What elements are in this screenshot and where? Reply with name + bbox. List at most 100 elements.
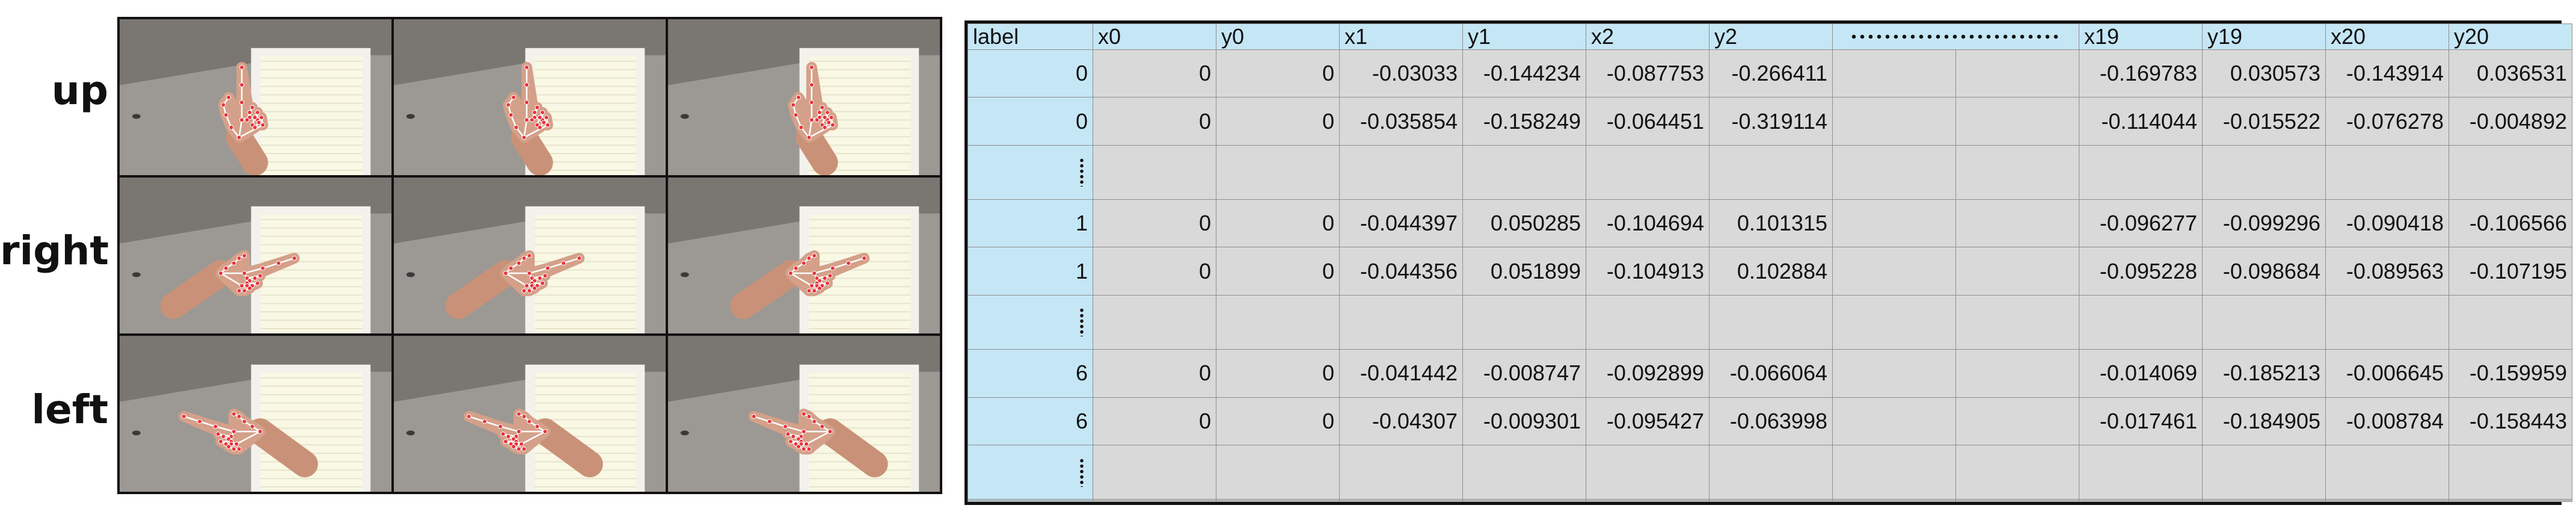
landmark-point	[793, 265, 799, 271]
landmark-point	[511, 94, 517, 100]
landmark-point	[809, 82, 814, 87]
table-cell	[1955, 199, 2079, 248]
landmark-point	[259, 115, 264, 120]
table-cell: -0.03033	[1339, 49, 1463, 98]
landmark-point	[521, 447, 527, 452]
landmark-point	[804, 441, 809, 447]
table-cell: 0	[1093, 199, 1216, 248]
row-label-cell: 1	[968, 247, 1093, 296]
landmark-point	[830, 265, 835, 271]
landmark-point	[545, 265, 550, 271]
landmark-point	[226, 444, 232, 449]
table-cell: 0.030573	[2202, 49, 2326, 98]
landmark-point	[783, 424, 788, 429]
landmark-point	[541, 120, 547, 125]
landmark-point	[239, 82, 245, 87]
landmark-point	[524, 100, 529, 105]
table-cell	[1832, 199, 1956, 248]
landmark-point	[524, 117, 529, 123]
landmark-point	[260, 265, 265, 271]
table-cell: -0.095228	[2079, 247, 2203, 296]
landmark-point	[239, 100, 245, 105]
hand-landmark-photo-grid	[117, 17, 942, 494]
empty-cell	[2202, 444, 2326, 500]
table-cell: -0.107195	[2449, 247, 2572, 296]
empty-cell	[968, 500, 1093, 502]
table-cell: -0.158443	[2449, 397, 2572, 445]
landmark-point	[545, 122, 550, 128]
landmark-point	[862, 255, 867, 261]
landmark-point	[223, 265, 228, 271]
table-cell: -0.009301	[1462, 397, 1586, 445]
table-cell: 0	[1093, 97, 1216, 146]
table-cell	[1832, 247, 1956, 296]
wall-fixture	[132, 272, 141, 277]
table-header-row: label x0 y0 x1 y1 x2 y2 x19 y19 x20 y20	[968, 23, 2572, 50]
table-cell: -0.104913	[1586, 247, 1710, 296]
landmark-point	[236, 288, 242, 294]
landmark-point	[544, 115, 549, 120]
table-cell	[1832, 397, 1956, 445]
landmark-point	[806, 288, 812, 294]
table-cell: -0.004892	[2449, 97, 2572, 146]
window-blind	[535, 56, 637, 175]
landmark-point	[791, 434, 796, 439]
landmark-point	[247, 285, 253, 291]
table-cell: 0	[1216, 199, 1340, 248]
landmark-point	[228, 125, 234, 130]
table-cell: -0.159959	[2449, 349, 2572, 398]
empty-cell	[1462, 444, 1586, 500]
landmark-point	[292, 255, 297, 261]
empty-cell	[1093, 294, 1216, 350]
empty-cell	[2449, 444, 2572, 500]
landmark-point	[252, 115, 257, 120]
empty-cell	[2202, 294, 2326, 350]
table-cell: -0.098684	[2202, 247, 2326, 296]
wall-fixture	[680, 114, 689, 119]
empty-cell	[2079, 444, 2203, 500]
table-cell: -0.015522	[2202, 97, 2326, 146]
landmark-point	[516, 411, 521, 416]
row-ellipsis-cell	[968, 294, 1093, 350]
table-cell: -0.158249	[1462, 97, 1586, 146]
empty-cell	[2079, 144, 2203, 200]
table-cell: -0.008747	[1462, 349, 1586, 398]
table-cell: -0.099296	[2202, 199, 2326, 248]
row-label-cell: 0	[968, 97, 1093, 146]
vertical-ellipsis-dots	[1079, 457, 1084, 487]
landmark-point	[529, 117, 535, 123]
column-header-y1: y1	[1462, 23, 1586, 50]
empty-cell	[1955, 144, 2079, 200]
table-cell	[1955, 247, 2079, 296]
empty-cell	[1955, 500, 2079, 502]
table-cell	[1832, 49, 1956, 98]
landmark-point	[817, 285, 822, 291]
window-blind	[260, 56, 363, 175]
landmark-point	[812, 253, 817, 258]
empty-cell	[1093, 500, 1216, 502]
table-cell: -0.095427	[1586, 397, 1710, 445]
empty-cell	[1586, 500, 1710, 502]
empty-cell	[1339, 444, 1463, 500]
table-cell: 0.102884	[1709, 247, 1833, 296]
table-cell: -0.035854	[1339, 97, 1463, 146]
row-ellipsis-cell	[968, 144, 1093, 200]
table-cell	[1955, 397, 2079, 445]
landmark-point	[537, 115, 542, 120]
gesture-photo-up-3	[668, 19, 940, 175]
landmark-point	[181, 413, 186, 419]
table-cell: -0.096277	[2079, 199, 2203, 248]
empty-cell	[1339, 294, 1463, 350]
landmark-point	[511, 444, 517, 449]
landmark-point	[535, 105, 540, 110]
landmark-point	[231, 261, 236, 266]
empty-cell	[1339, 500, 1463, 502]
landmark-point	[532, 285, 538, 291]
landmark-point	[801, 429, 806, 434]
landmark-point	[244, 117, 250, 123]
gesture-label-left: left	[31, 386, 108, 433]
landmark-point	[791, 102, 796, 108]
table-cell	[1955, 97, 2079, 146]
column-header-x20: x20	[2325, 23, 2449, 50]
column-header-x1: x1	[1339, 23, 1463, 50]
